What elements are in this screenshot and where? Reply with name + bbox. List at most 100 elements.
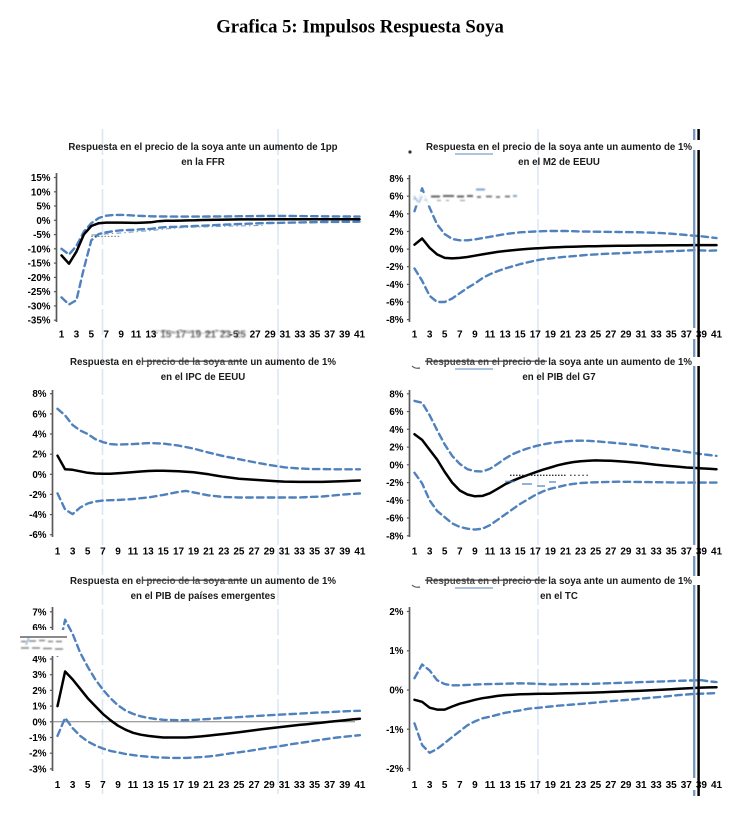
svg-text:15: 15	[160, 330, 172, 341]
svg-text:0%: 0%	[389, 460, 403, 471]
svg-text:27: 27	[605, 780, 617, 791]
svg-text:-10%: -10%	[28, 244, 51, 255]
svg-text:17: 17	[173, 547, 185, 558]
svg-text:3: 3	[427, 330, 433, 341]
svg-text:35: 35	[309, 330, 321, 341]
svg-text:3: 3	[70, 547, 76, 558]
svg-text:11: 11	[128, 780, 139, 791]
svg-text:25: 25	[590, 547, 602, 558]
svg-text:4%: 4%	[32, 655, 46, 666]
svg-text:33: 33	[294, 780, 306, 791]
svg-text:23: 23	[220, 330, 232, 341]
svg-text:35: 35	[666, 547, 678, 558]
svg-text:7: 7	[100, 547, 106, 558]
svg-text:Respuesta en el precio de la s: Respuesta en el precio de la soya ante u…	[68, 142, 337, 153]
svg-text:Respuesta en el precio de la s: Respuesta en el precio de la soya ante u…	[70, 357, 336, 368]
svg-text:19: 19	[545, 330, 557, 341]
svg-text:-25%: -25%	[28, 287, 51, 298]
svg-text:2%: 2%	[32, 450, 46, 461]
svg-text:5: 5	[442, 780, 448, 791]
svg-text:13: 13	[145, 330, 157, 341]
svg-text:15: 15	[515, 547, 527, 558]
svg-text:2%: 2%	[389, 443, 403, 454]
svg-text:-8%: -8%	[386, 531, 404, 542]
svg-text:15: 15	[158, 547, 170, 558]
svg-text:25: 25	[590, 330, 602, 341]
svg-text:23: 23	[218, 780, 230, 791]
svg-text:5%: 5%	[36, 202, 50, 213]
svg-text:31: 31	[279, 547, 291, 558]
svg-text:-1%: -1%	[29, 733, 47, 744]
svg-text:41: 41	[354, 330, 366, 341]
svg-text:0%: 0%	[36, 216, 50, 227]
svg-text:27: 27	[605, 547, 617, 558]
svg-text:19: 19	[545, 547, 557, 558]
svg-text:41: 41	[711, 330, 723, 341]
svg-text:13: 13	[500, 330, 512, 341]
svg-text:-2%: -2%	[386, 478, 404, 489]
svg-text:0%: 0%	[32, 717, 46, 728]
svg-text:35: 35	[666, 780, 678, 791]
svg-text:13: 13	[143, 547, 155, 558]
svg-text:17: 17	[175, 330, 187, 341]
svg-text:25: 25	[233, 547, 245, 558]
svg-text:2%: 2%	[389, 607, 403, 618]
svg-text:0%: 0%	[389, 686, 403, 697]
svg-text:23: 23	[575, 780, 587, 791]
svg-text:Respuesta en el precio de la s: Respuesta en el precio de la soya ante u…	[426, 142, 692, 153]
svg-text:-4%: -4%	[386, 496, 404, 507]
svg-text:9: 9	[115, 547, 121, 558]
svg-text:-2%: -2%	[386, 764, 404, 775]
svg-text:39: 39	[696, 547, 708, 558]
svg-text:1: 1	[412, 330, 418, 341]
svg-text:15: 15	[158, 780, 170, 791]
svg-text:5: 5	[442, 547, 448, 558]
svg-text:1: 1	[412, 547, 418, 558]
svg-text:en el M2 de EEUU: en el M2 de EEUU	[518, 157, 600, 168]
svg-text:29: 29	[620, 547, 632, 558]
svg-text:-5: -5	[230, 330, 239, 341]
svg-text:5: 5	[85, 780, 91, 791]
svg-text:35: 35	[309, 780, 321, 791]
svg-text:7: 7	[100, 780, 106, 791]
svg-text:25: 25	[235, 330, 247, 341]
svg-text:37: 37	[324, 330, 336, 341]
svg-text:en el PIB de países emergentes: en el PIB de países emergentes	[131, 591, 276, 602]
svg-text:en el PIB del G7: en el PIB del G7	[522, 372, 595, 383]
svg-text:21: 21	[203, 780, 215, 791]
svg-text:-6%: -6%	[29, 530, 47, 541]
svg-text:27: 27	[249, 547, 261, 558]
svg-text:11: 11	[485, 330, 496, 341]
svg-text:31: 31	[635, 780, 647, 791]
svg-text:19: 19	[188, 547, 200, 558]
svg-text:5: 5	[89, 330, 95, 341]
svg-text:33: 33	[651, 330, 663, 341]
svg-text:29: 29	[264, 547, 276, 558]
svg-text:41: 41	[354, 780, 366, 791]
svg-text:9: 9	[472, 547, 478, 558]
svg-text:-2%: -2%	[29, 749, 47, 760]
svg-text:3: 3	[74, 330, 80, 341]
svg-text:21: 21	[560, 780, 572, 791]
svg-text:23: 23	[575, 330, 587, 341]
svg-text:3: 3	[427, 780, 433, 791]
svg-text:-3%: -3%	[29, 764, 47, 775]
svg-text:33: 33	[294, 330, 306, 341]
svg-text:41: 41	[711, 780, 723, 791]
svg-text:39: 39	[339, 330, 351, 341]
svg-text:39: 39	[696, 330, 708, 341]
svg-text:3: 3	[70, 780, 76, 791]
svg-text:11: 11	[485, 780, 496, 791]
svg-text:9: 9	[115, 780, 121, 791]
svg-text:11: 11	[131, 330, 142, 341]
svg-text:0%: 0%	[32, 470, 46, 481]
svg-text:5: 5	[85, 547, 91, 558]
svg-text:41: 41	[354, 547, 366, 558]
svg-text:-6%: -6%	[386, 514, 404, 525]
svg-text:4%: 4%	[389, 209, 403, 220]
svg-text:-15%: -15%	[28, 259, 51, 270]
svg-text:29: 29	[620, 780, 632, 791]
svg-text:21: 21	[560, 330, 572, 341]
svg-text:3%: 3%	[32, 670, 46, 681]
svg-text:7%: 7%	[32, 607, 46, 618]
